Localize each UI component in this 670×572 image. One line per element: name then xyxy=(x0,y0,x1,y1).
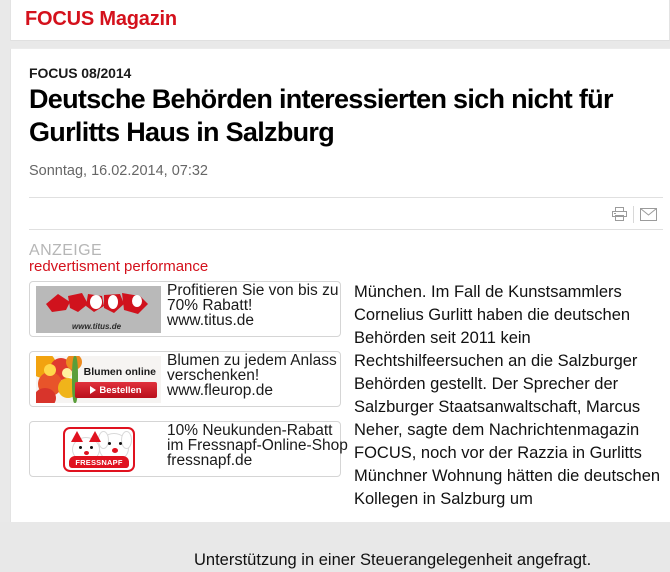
bestellen-button[interactable]: Bestellen xyxy=(75,382,157,398)
titus-thumb-url: www.titus.de xyxy=(72,322,122,331)
divider-top xyxy=(29,197,663,198)
fressnapf-bowl-banner: FRESSNAPF xyxy=(69,456,129,468)
site-logo[interactable]: FOCUS Magazin xyxy=(25,8,177,31)
ad-url-fressnapf: fressnapf.de xyxy=(167,452,253,469)
fressnapf-logo-icon: FRESSNAPF xyxy=(63,427,135,472)
fleurop-thumb-caption: Blumen online xyxy=(83,366,156,378)
ad-headline-fressnapf: 10% Neukunden-Rabatt im Fressnapf-Online… xyxy=(167,422,348,454)
advertisement-performance-label: redvertisment performance xyxy=(29,258,209,275)
bestellen-label: Bestellen xyxy=(99,384,142,396)
article-kicker: FOCUS 08/2014 xyxy=(29,65,132,81)
ad-item-fressnapf[interactable]: FRESSNAPF 10% Neukunden-Rabatt im Fressn… xyxy=(29,421,348,477)
site-logo-magazin: Magazin xyxy=(94,8,177,30)
print-button[interactable] xyxy=(605,203,633,225)
ad-text-fressnapf: 10% Neukunden-Rabatt im Fressnapf-Online… xyxy=(167,422,349,469)
ad-url-titus: www.titus.de xyxy=(167,312,255,329)
content-panel: FOCUS 08/2014 Deutsche Behörden interess… xyxy=(10,48,670,569)
play-triangle-icon xyxy=(90,386,97,394)
page-root: FOCUS Magazin FOCUS 08/2014 Deutsche Beh… xyxy=(10,0,670,569)
divider-bottom xyxy=(29,229,663,230)
article-body-main: München. Im Fall de Kunstsammlers Cornel… xyxy=(354,283,661,508)
site-header: FOCUS Magazin xyxy=(10,0,670,41)
ad-thumbnail-fleurop: Blumen online Bestellen xyxy=(36,356,161,403)
titus-logo-icon xyxy=(46,293,148,314)
email-button[interactable] xyxy=(634,203,662,225)
ad-headline-titus: Profitieren Sie von bis zu 70% Rabatt! xyxy=(167,282,339,314)
actions-divider xyxy=(633,205,634,223)
ad-item-fleurop[interactable]: Blumen online Bestellen Blumen zu jedem … xyxy=(29,351,341,407)
ad-headline-fleurop: Blumen zu jedem Anlass verschenken! xyxy=(167,352,337,384)
site-logo-focus: FOCUS xyxy=(25,8,95,30)
envelope-icon xyxy=(639,207,657,221)
ad-text-titus: Profitieren Sie von bis zu 70% Rabatt! w… xyxy=(167,282,349,329)
ad-thumbnail-fressnapf: FRESSNAPF xyxy=(36,426,161,473)
ad-url-fleurop: www.fleurop.de xyxy=(167,382,273,399)
advertisement-column: www.titus.de Profitieren Sie von bis zu … xyxy=(29,281,348,491)
anzeige-label: ANZEIGE xyxy=(29,242,103,259)
article-body-tail: Unterstützung in einer Steuerangelegenhe… xyxy=(194,551,592,569)
article-actions xyxy=(605,203,662,225)
printer-icon xyxy=(611,207,627,221)
article-timestamp: Sonntag, 16.02.2014, 07:32 xyxy=(29,163,208,179)
page-title: Deutsche Behörden interessierten sich ni… xyxy=(29,84,613,147)
ad-thumbnail-titus: www.titus.de xyxy=(36,286,161,333)
article-container: FOCUS 08/2014 Deutsche Behörden interess… xyxy=(29,49,670,569)
ad-text-fleurop: Blumen zu jedem Anlass verschenken! www.… xyxy=(167,352,349,399)
flower-bouquet-icon xyxy=(36,356,92,403)
fressnapf-wordmark: FRESSNAPF xyxy=(75,457,123,467)
ad-item-titus[interactable]: www.titus.de Profitieren Sie von bis zu … xyxy=(29,281,341,337)
